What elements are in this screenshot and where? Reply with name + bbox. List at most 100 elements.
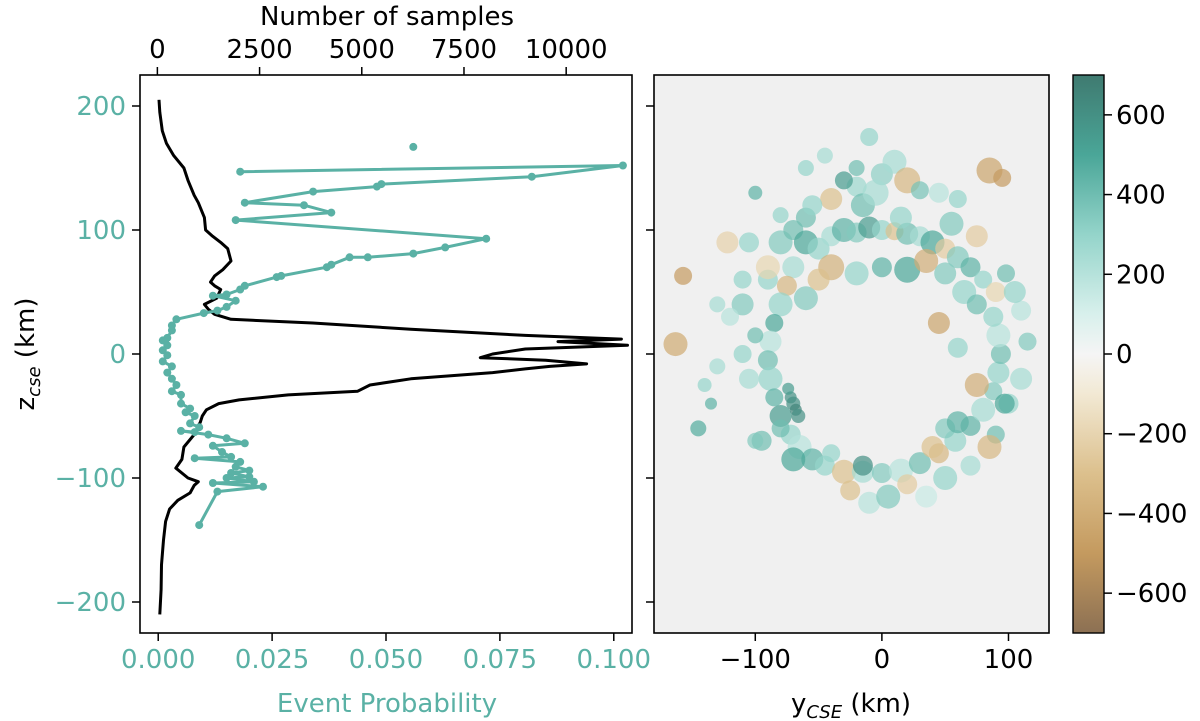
right-x-axis: −100 0 100 [720, 633, 1034, 675]
scatter-point [858, 491, 881, 514]
scatter-point [927, 312, 950, 334]
colorbar-gradient [1072, 74, 1105, 634]
scatter-point [840, 480, 861, 501]
y-tick-label: −200 [55, 588, 126, 618]
scatter-point [663, 332, 688, 357]
scatter-point [910, 181, 929, 200]
scatter-point [852, 455, 873, 476]
scatter-point [1003, 281, 1026, 303]
y-tick-label: 100 [76, 216, 126, 246]
left-plot-frame [139, 74, 633, 634]
y-tick-label: 200 [76, 92, 126, 122]
x-label-sub: CSE [806, 702, 842, 721]
colorbar-axis: −600 −400 −200 0 200 400 600 [1104, 101, 1187, 609]
scatter-point [768, 292, 793, 317]
scatter-point [882, 149, 907, 174]
scatter-point [994, 393, 1015, 414]
scatter-point [748, 185, 763, 200]
probability-point [327, 208, 336, 217]
scatter-point [974, 270, 993, 289]
scatter-point [781, 447, 806, 472]
scatter-point [709, 358, 726, 375]
scatter-point [758, 366, 783, 391]
scatter-point [871, 257, 892, 278]
top-tick-label: 10000 [525, 35, 608, 65]
probability-point [227, 452, 236, 461]
left-plot-area [157, 99, 629, 615]
scatter-point [939, 211, 964, 236]
x-tick-label: 0.075 [463, 645, 537, 675]
scatter-point [733, 270, 752, 289]
scatter-point [793, 286, 818, 311]
colorbar-tick-label: 600 [1116, 101, 1166, 131]
scatter-point [739, 368, 759, 389]
scatter-point [908, 452, 931, 475]
probability-point [482, 234, 491, 243]
scatter-point [990, 344, 1011, 364]
scatter-point [739, 232, 759, 253]
y-tick-label: −100 [55, 464, 126, 494]
x-label-unit: (km) [842, 689, 911, 719]
probability-point [236, 285, 245, 294]
bottom-x-axis-label: Event Probability [277, 689, 497, 719]
top-tick-label: 7500 [431, 35, 497, 65]
colorbar-tick-label: 0 [1116, 340, 1133, 370]
probability-point [441, 243, 450, 252]
y-tick-label: 0 [109, 340, 126, 370]
x-tick-label: 0.025 [235, 645, 309, 675]
scatter-point [987, 361, 1010, 384]
x-label-main: y [791, 689, 806, 719]
top-tick-label: 2500 [226, 35, 292, 65]
scatter-point [984, 382, 1003, 401]
probability-point [236, 167, 245, 176]
probability-point [204, 430, 213, 439]
scatter-point [674, 266, 693, 285]
right-x-tick-label: 100 [984, 645, 1034, 675]
scatter-point [993, 168, 1012, 187]
scatter-point [964, 373, 989, 397]
probability-point [167, 362, 176, 371]
probability-point [259, 482, 267, 491]
scatter-point [716, 231, 739, 254]
probability-point [218, 448, 226, 456]
probability-point [163, 368, 172, 377]
probability-point [181, 408, 190, 417]
scatter-point [822, 444, 841, 463]
scatter-point [834, 171, 853, 190]
scatter-point [791, 409, 806, 423]
colorbar: −600 −400 −200 0 200 400 600 [1072, 74, 1187, 634]
scatter-point [960, 455, 981, 476]
probability-point [186, 419, 195, 428]
scatter-point [757, 350, 778, 371]
probability-point [167, 387, 176, 396]
scatter-point [862, 179, 889, 206]
probability-point [163, 351, 172, 360]
x-tick-label: 0.000 [121, 645, 195, 675]
probability-point [527, 172, 536, 181]
probability-point [190, 428, 199, 437]
probability-point [167, 326, 176, 335]
y-label-sub: cse [24, 366, 45, 396]
probability-point [249, 477, 258, 486]
scatter-point [948, 190, 967, 208]
scatter-point [771, 419, 790, 438]
probability-point [240, 198, 249, 207]
probability-point [190, 412, 199, 420]
probability-point [322, 263, 331, 272]
scatter-point [860, 128, 879, 146]
left-x-axis: 0.000 0.025 0.050 0.075 0.100 [121, 633, 651, 675]
scatter-point [709, 296, 726, 313]
probability-point [309, 187, 318, 196]
probability-point [231, 462, 240, 471]
scatter-point [914, 249, 939, 273]
right-x-tick-label: 0 [874, 645, 891, 675]
probability-point [222, 474, 231, 482]
scatter-point [705, 397, 717, 410]
probability-point [222, 290, 231, 299]
scatter-point [759, 330, 782, 353]
scatter-point [985, 282, 1006, 302]
scatter-point [966, 294, 987, 315]
scatter-point [772, 207, 789, 224]
scatter-point [765, 314, 784, 332]
